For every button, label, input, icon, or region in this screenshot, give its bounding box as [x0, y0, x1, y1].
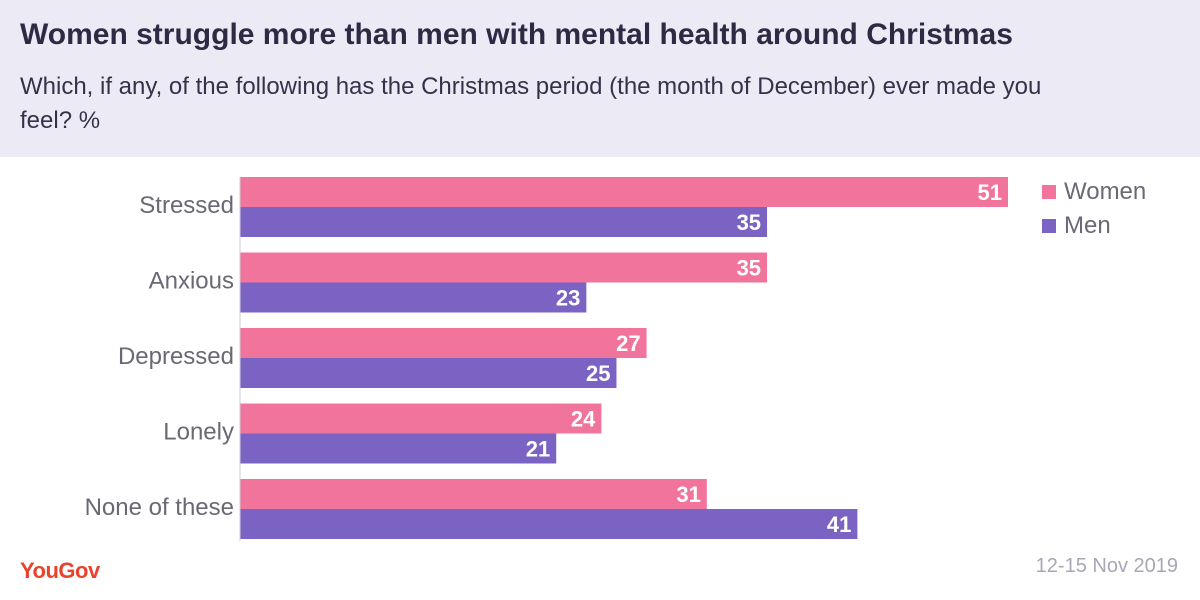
data-label: 23: [556, 286, 580, 311]
survey-date: 12-15 Nov 2019: [1035, 555, 1178, 577]
data-label: 41: [827, 512, 851, 537]
data-label: 51: [978, 180, 1002, 205]
data-label: 35: [737, 210, 761, 235]
bar-women: [240, 328, 647, 358]
data-label: 35: [737, 256, 761, 281]
category-label: Depressed: [118, 343, 234, 370]
bar-women: [240, 403, 602, 434]
bar-men: [240, 207, 768, 237]
data-label: 21: [526, 437, 550, 462]
legend-label-women: Women: [1064, 178, 1146, 205]
chart-title: Women struggle more than men with mental…: [20, 18, 1013, 51]
legend-swatch-men: [1042, 219, 1056, 233]
bar-men: [240, 433, 557, 464]
bar-women: [240, 177, 1008, 207]
category-label: Anxious: [149, 268, 234, 295]
header-banner: Women struggle more than men with mental…: [0, 0, 1200, 157]
bar-men: [240, 282, 587, 313]
category-label: Stressed: [139, 192, 234, 219]
data-label: 31: [676, 482, 700, 507]
category-label: Lonely: [163, 419, 234, 446]
bar-men: [240, 358, 617, 388]
data-label: 24: [571, 407, 596, 432]
bar-women: [240, 252, 768, 283]
data-label: 27: [616, 331, 640, 356]
bar-men: [240, 509, 858, 539]
data-label: 25: [586, 361, 610, 386]
category-label: None of these: [85, 494, 234, 521]
legend-swatch-women: [1042, 185, 1056, 199]
chart-subtitle: Which, if any, of the following has the …: [20, 73, 1042, 134]
bar-women: [240, 479, 707, 509]
legend-label-men: Men: [1064, 212, 1111, 239]
yougov-logo: YouGov: [20, 558, 100, 583]
